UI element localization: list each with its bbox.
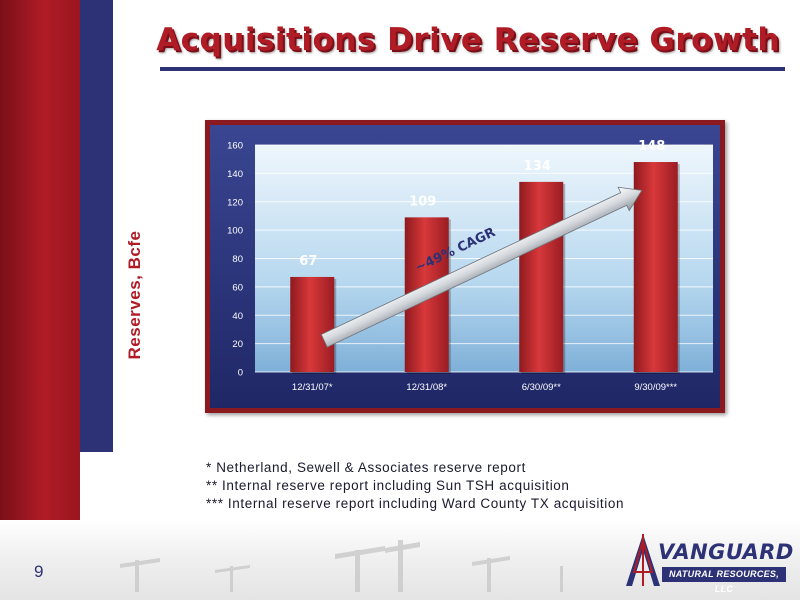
y-tick-label: 0 — [238, 368, 243, 379]
bar-2 — [519, 181, 564, 372]
title-underline — [160, 67, 785, 71]
y-tick-label: 80 — [232, 254, 243, 265]
chart-frame: 0 20 40 60 80 100 120 140 160 67 12/31/07* 109 12/31… — [205, 120, 725, 413]
cagr-arrow — [320, 186, 643, 348]
left-red-panel — [0, 0, 80, 540]
cagr-arrow-shape — [320, 186, 643, 348]
y-tick-label: 100 — [227, 226, 243, 237]
left-blue-stripe — [80, 0, 113, 452]
slide-title: Acquisitions Drive Reserve Growth — [156, 22, 780, 58]
oil-pump-silhouettes — [120, 540, 563, 592]
x-tick-label: 9/30/09*** — [634, 382, 677, 393]
y-tick-label: 120 — [227, 197, 243, 208]
page-number: 9 — [34, 562, 44, 581]
bar-3 — [633, 162, 678, 372]
footer-band — [0, 520, 800, 600]
y-axis-label: Reserves, Bcfe — [125, 230, 144, 360]
logo-wordmark: VANGUARD — [658, 540, 794, 564]
x-tick-label: 6/30/09** — [522, 382, 561, 393]
y-tick-label: 60 — [232, 282, 243, 293]
data-label: 109 — [409, 194, 436, 209]
x-tick-label: 12/31/07* — [292, 382, 333, 393]
logo-subtitle: NATURAL RESOURCES, LLC — [662, 567, 786, 594]
data-label: 148 — [638, 139, 665, 154]
y-tick-label: 140 — [227, 169, 243, 180]
footnote-2: ** Internal reserve report including Sun… — [206, 478, 570, 493]
y-tick-label: 20 — [232, 339, 243, 350]
footnotes: * Netherland, Sewell & Associates reserv… — [206, 459, 624, 513]
y-tick-label: 40 — [232, 311, 243, 322]
vanguard-logo: VANGUARD NATURAL RESOURCES, LLC — [618, 530, 794, 594]
data-label: 134 — [524, 159, 551, 174]
footnote-3: *** Internal reserve report including Wa… — [206, 496, 625, 511]
bar-0 — [290, 276, 335, 372]
data-label: 67 — [299, 254, 317, 269]
reserves-bar-chart: 0 20 40 60 80 100 120 140 160 67 12/31/07* 109 12/31… — [210, 125, 720, 408]
y-tick-label: 160 — [227, 141, 243, 152]
x-tick-label: 12/31/08* — [406, 382, 447, 393]
footnote-1: * Netherland, Sewell & Associates reserv… — [206, 460, 526, 475]
derrick-icon — [626, 534, 660, 586]
